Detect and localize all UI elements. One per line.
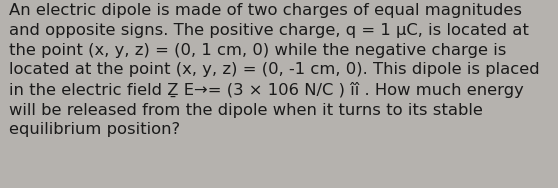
Text: An electric dipole is made of two charges of equal magnitudes
and opposite signs: An electric dipole is made of two charge… [9, 3, 540, 137]
